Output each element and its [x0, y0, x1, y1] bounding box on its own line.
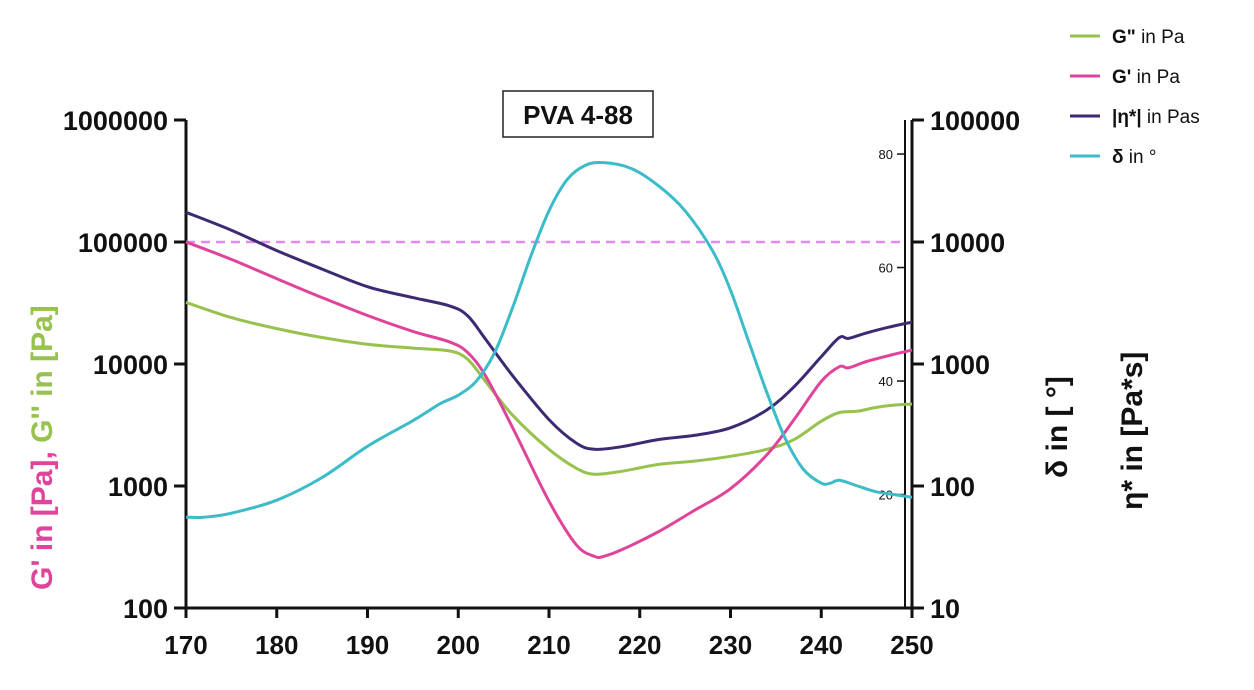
series-line-delta	[185, 160, 913, 520]
series-line-g	[185, 300, 913, 476]
delta-axis-label: δ in [ °]	[1041, 376, 1074, 478]
delta-tick-label: 20	[879, 488, 893, 503]
x-tick-label: 220	[618, 630, 661, 660]
legend-item: |η*| in Pas	[1112, 107, 1200, 128]
x-tick-label: 170	[164, 630, 207, 660]
legend-symbol: G"	[1112, 27, 1136, 48]
x-tick-label: 250	[890, 630, 933, 660]
chart-title-box: PVA 4-88	[502, 90, 654, 138]
legend-item: δ in °	[1112, 147, 1156, 168]
x-tick-label: 210	[527, 630, 570, 660]
legend-item: G' in Pa	[1112, 67, 1180, 88]
eta-tick-label: 10000	[930, 228, 1005, 258]
x-tick-label: 240	[800, 630, 843, 660]
left-tick-label: 1000	[108, 472, 168, 502]
x-tick-label: 200	[437, 630, 480, 660]
left-tick-label: 10000	[93, 350, 168, 380]
x-tick-label: 180	[255, 630, 298, 660]
left-axis-label-gprime: G' in [Pa]	[26, 460, 59, 590]
legend-unit: in °	[1124, 147, 1157, 168]
legend-symbol: |η*|	[1112, 107, 1142, 128]
series-group	[185, 160, 913, 560]
left-axis-label: G' in [Pa], G'' in [Pa]	[26, 305, 59, 590]
delta-tick-label: 60	[879, 261, 893, 276]
series-line-g	[185, 240, 913, 560]
legend-unit: in Pa	[1136, 27, 1185, 48]
x-tick-label: 230	[709, 630, 752, 660]
left-axis-ticks: 100 1000 10000 100000 1000000	[63, 106, 186, 624]
legend-unit: in Pa	[1131, 67, 1180, 88]
eta-tick-label: 1000	[930, 350, 990, 380]
chart-title: PVA 4-88	[523, 100, 633, 130]
left-tick-label: 1000000	[63, 106, 168, 136]
x-tick-label: 190	[346, 630, 389, 660]
legend-item: G" in Pa	[1112, 27, 1185, 48]
left-tick-label: 100	[123, 594, 168, 624]
delta-tick-label: 40	[879, 374, 893, 389]
delta-tick-label: 80	[879, 147, 893, 162]
legend-symbol: G'	[1112, 67, 1131, 88]
left-axis-label-gdoubleprime: G'' in [Pa]	[26, 305, 59, 443]
eta-axis-ticks: 10 100 1000 10000 100000	[912, 106, 1020, 624]
legend-symbol: δ	[1112, 147, 1124, 168]
x-axis-ticks: 170 180 190 200 210 220 230 240 250	[164, 608, 934, 660]
eta-tick-label: 10	[930, 594, 960, 624]
legend-unit: in Pas	[1142, 107, 1200, 128]
eta-tick-label: 100000	[930, 106, 1020, 136]
eta-tick-label: 100	[930, 472, 975, 502]
eta-axis-label: η* in [Pa*s]	[1116, 352, 1149, 510]
series-line-eta	[185, 210, 913, 451]
left-tick-label: 100000	[78, 228, 168, 258]
left-axis-label-sep: ,	[26, 443, 59, 460]
